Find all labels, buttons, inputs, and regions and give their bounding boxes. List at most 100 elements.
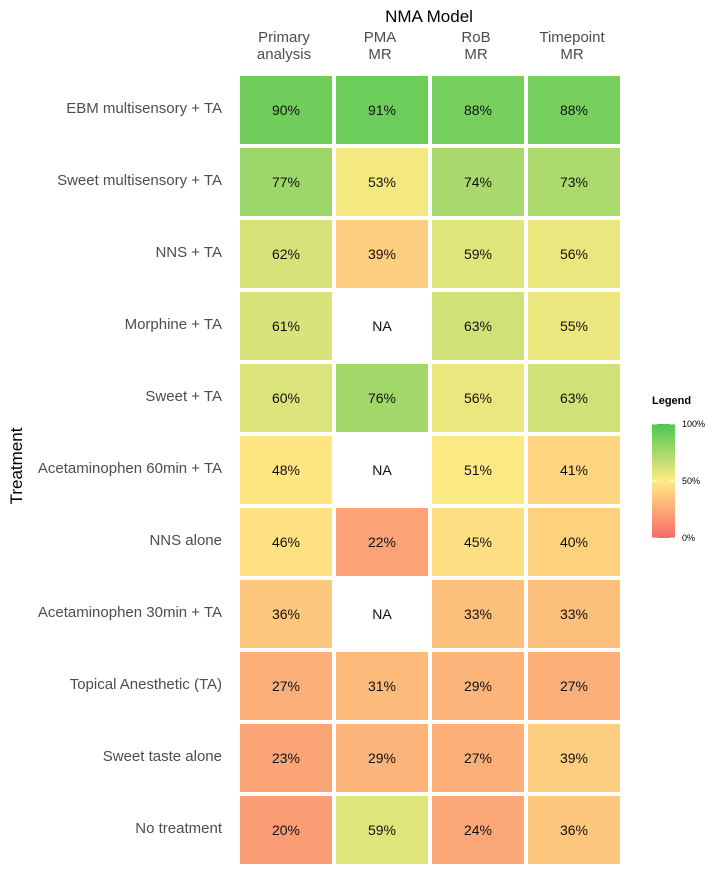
heatmap-cell [432,508,524,576]
heatmap-cell [432,76,524,144]
cell-value-label: 88% [560,102,588,118]
legend-tick-label: 50% [682,476,700,486]
heatmap-cell [336,652,428,720]
heatmap-cell [240,148,332,216]
cell-value-label: 59% [464,246,492,262]
heatmap-cell [240,292,332,360]
heatmap-cell [336,508,428,576]
cell-value-label: 31% [368,678,396,694]
heatmap-cell [432,796,524,864]
heatmap-cell [240,436,332,504]
cell-value-label: 23% [272,750,300,766]
row-label: Sweet multisensory + TA [57,172,222,189]
heatmap-cell [528,508,620,576]
heatmap-cell [240,796,332,864]
legend-tick-label: 0% [682,533,695,543]
cell-value-label: 63% [464,318,492,334]
cell-value-label: 51% [464,462,492,478]
heatmap-cell [336,364,428,432]
cell-value-label: 61% [272,318,300,334]
row-label: Sweet taste alone [103,748,222,765]
legend-ticks: 100% 50% 0% [652,419,705,543]
row-label: Acetaminophen 30min + TA [38,604,222,621]
heatmap-cell [432,292,524,360]
heatmap-cell [336,796,428,864]
cell-value-label: 27% [464,750,492,766]
row-label: EBM multisensory + TA [66,100,222,117]
row-label: NNS + TA [155,244,222,261]
cell-value-label: 53% [368,174,396,190]
heatmap-cell [432,724,524,792]
legend-colorbar [652,424,675,538]
cell-value-label: 77% [272,174,300,190]
heatmap-cell [528,292,620,360]
cell-value-label: 22% [368,534,396,550]
cell-value-label: 39% [560,750,588,766]
heatmap-cell [432,580,524,648]
cell-value-label: 45% [464,534,492,550]
column-header: Timepoint MR [539,29,605,63]
cell-value-label: 63% [560,390,588,406]
heatmap-cell [432,652,524,720]
column-header: RoB MR [461,29,490,63]
cell-value-label: 20% [272,822,300,838]
heatmap-cell [528,220,620,288]
cell-value-label: 24% [464,822,492,838]
heatmap-cell [240,220,332,288]
chart-title: NMA Model [385,7,473,26]
heatmap-cell [336,76,428,144]
cell-value-label: 27% [272,678,300,694]
cell-value-label: NA [372,318,392,334]
cell-value-label: 27% [560,678,588,694]
heatmap-cell [528,76,620,144]
cell-value-label: 91% [368,102,396,118]
heatmap-cell [240,652,332,720]
cell-value-label: 59% [368,822,396,838]
cell-value-label: 29% [464,678,492,694]
heatmap-cells: 90% 91% 88% 88% 77% 53% 74% 73% 62% 39% 59% 56% 61% N… [240,76,620,864]
heatmap-cell [528,436,620,504]
cell-value-label: 56% [560,246,588,262]
heatmap-cell [240,724,332,792]
column-header: PMA MR [364,29,397,63]
cell-value-label: 76% [368,390,396,406]
heatmap-cell [528,364,620,432]
heatmap-cell [528,796,620,864]
heatmap-cell [528,148,620,216]
heatmap-cell [528,652,620,720]
cell-value-label: 39% [368,246,396,262]
legend-title: Legend [652,395,691,407]
heatmap-cell [432,148,524,216]
heatmap-cell [528,580,620,648]
row-label: Topical Anesthetic (TA) [70,676,222,693]
heatmap-cell [240,580,332,648]
heatmap-cell [528,724,620,792]
cell-value-label: NA [372,606,392,622]
y-axis-label: Treatment [7,427,26,504]
cell-value-label: 41% [560,462,588,478]
cell-value-label: 88% [464,102,492,118]
row-labels: EBM multisensory + TA Sweet multisensory … [38,100,223,837]
heatmap-cell [336,148,428,216]
cell-value-label: 36% [560,822,588,838]
heatmap-cell [336,724,428,792]
heatmap-cell [240,508,332,576]
column-headers: Primary analysis PMA MR RoB MR Timepoint MR [257,29,606,63]
cell-value-label: 55% [560,318,588,334]
heatmap-cell [432,436,524,504]
cell-value-label: 46% [272,534,300,550]
cell-value-label: 60% [272,390,300,406]
cell-value-label: 36% [272,606,300,622]
row-label: NNS alone [149,532,222,549]
cell-value-label: 33% [464,606,492,622]
cell-value-label: 56% [464,390,492,406]
cell-value-label: 74% [464,174,492,190]
cell-value-label: 29% [368,750,396,766]
row-label: Acetaminophen 60min + TA [38,460,222,477]
cell-value-label: 48% [272,462,300,478]
row-label: No treatment [135,820,223,837]
heatmap-cell [240,76,332,144]
cell-value-label: 62% [272,246,300,262]
row-label: Morphine + TA [125,316,222,333]
legend: Legend 100% 50% 0% [652,395,705,543]
